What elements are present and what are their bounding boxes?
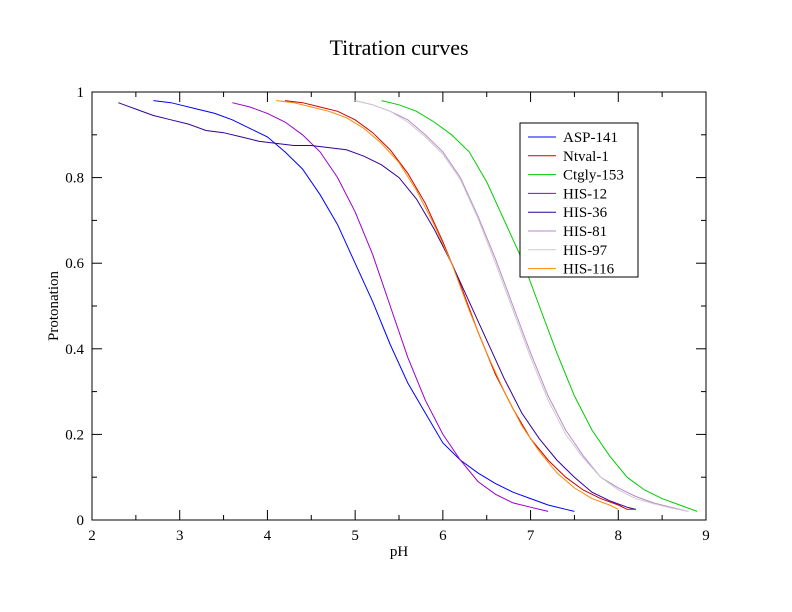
series-line-his-116 — [276, 100, 619, 510]
y-tick-label: 1 — [77, 85, 85, 101]
axis-ticks — [91, 91, 707, 521]
series-line-his-97 — [354, 100, 689, 512]
series-line-ntval-1 — [284, 100, 636, 510]
series-line-his-12 — [232, 102, 549, 512]
x-axis-label: pH — [390, 544, 409, 560]
x-tick-label: 2 — [88, 528, 96, 544]
legend-label-his-81: HIS-81 — [563, 224, 607, 240]
axis-tick-labels: 2 3 4 5 6 7 8 9 0 0.2 0.4 0.6 0.8 1 — [65, 85, 710, 544]
legend-label-his-36: HIS-36 — [563, 205, 608, 221]
series-lines — [118, 100, 698, 512]
x-tick-label: 5 — [351, 528, 359, 544]
legend-label-his-116: HIS-116 — [563, 262, 615, 278]
y-tick-label: 0.8 — [65, 171, 84, 187]
x-tick-label: 7 — [527, 528, 535, 544]
series-line-his-36 — [118, 102, 636, 510]
x-tick-label: 9 — [702, 528, 710, 544]
series-line-his-81 — [354, 100, 689, 512]
chart-title: Titration curves — [329, 35, 468, 60]
legend: ASP-141 Ntval-1 Ctgly-153 HIS-12 HIS-36 HIS-8… — [519, 122, 639, 278]
legend-label-ntval-1: Ntval-1 — [563, 149, 609, 165]
legend-box — [519, 122, 639, 278]
y-tick-label: 0 — [77, 513, 85, 529]
series-line-ctgly-153 — [381, 100, 698, 512]
x-tick-label: 3 — [176, 528, 184, 544]
y-tick-label: 0.6 — [65, 256, 84, 272]
legend-label-his-97: HIS-97 — [563, 243, 608, 259]
legend-label-asp-141: ASP-141 — [563, 130, 618, 146]
x-tick-label: 8 — [615, 528, 623, 544]
legend-label-ctgly-153: Ctgly-153 — [563, 168, 624, 184]
x-tick-label: 6 — [439, 528, 447, 544]
legend-label-his-12: HIS-12 — [563, 186, 607, 202]
x-tick-label: 4 — [264, 528, 272, 544]
y-axis-label: Protonation — [46, 271, 62, 341]
y-tick-label: 0.2 — [65, 427, 84, 443]
y-tick-label: 0.4 — [65, 342, 84, 358]
series-line-asp-141 — [153, 100, 575, 512]
